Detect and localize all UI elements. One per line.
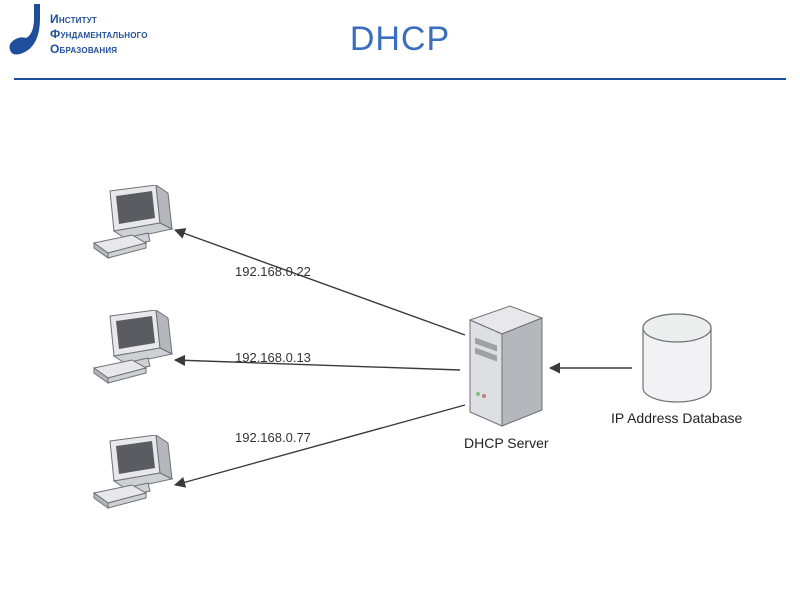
workstation-icon	[90, 185, 180, 265]
server-icon	[460, 300, 560, 440]
node-database: IP Address Database	[635, 310, 725, 425]
edge-label-client1: 192.168.0.22	[235, 264, 311, 279]
edge-server-client2	[175, 360, 460, 370]
edge-server-client3	[175, 405, 465, 485]
node-client3	[90, 435, 180, 520]
node-client2	[90, 310, 180, 395]
header-divider	[14, 78, 786, 80]
workstation-icon	[90, 435, 180, 515]
slide: Институт Фундаментального Образования DH…	[0, 0, 800, 600]
node-server: DHCP Server	[460, 300, 560, 445]
edge-label-client3: 192.168.0.77	[235, 430, 311, 445]
node-database-label: IP Address Database	[611, 410, 742, 426]
edge-label-client2: 192.168.0.13	[235, 350, 311, 365]
edge-server-client1	[175, 230, 465, 335]
node-client1	[90, 185, 180, 270]
slide-title: DHCP	[0, 20, 800, 59]
dhcp-diagram: 192.168.0.22 192.168.0.13 192.168.0.77	[0, 100, 800, 580]
node-server-label: DHCP Server	[464, 435, 549, 451]
workstation-icon	[90, 310, 180, 390]
database-icon	[635, 310, 725, 420]
